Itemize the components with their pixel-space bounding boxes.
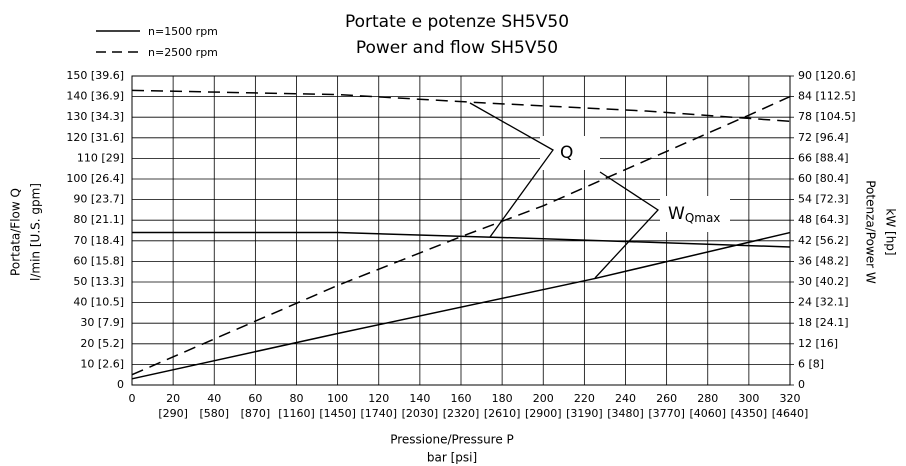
leader-line: [594, 171, 659, 279]
x2-tick-label: [1450]: [319, 407, 356, 420]
y-tick-label: 110 [29]: [77, 151, 124, 164]
chart-subtitle: Power and flow SH5V50: [356, 38, 558, 58]
y2-tick-label: 60 [80.4]: [798, 172, 849, 185]
y2-tick-label: 36 [48.2]: [798, 254, 849, 267]
y2-tick-label: 90 [120.6]: [798, 69, 856, 82]
series-line: [131, 231, 791, 380]
label-box: [540, 136, 600, 170]
annotation: WQmax: [668, 204, 720, 225]
annotations: Q WQmax: [469, 102, 730, 279]
y2-axis-label: Potenza/Power W: [864, 180, 878, 284]
x-axis-label: Pressione/Pressure P: [390, 433, 514, 447]
y-tick-label: 10 [2.6]: [80, 357, 124, 370]
series-line: [131, 89, 791, 123]
x2-tick-label: [1160]: [278, 407, 315, 420]
x2-tick-label: [2610]: [484, 407, 521, 420]
x2-tick-label: [1740]: [360, 407, 397, 420]
y-axis-label: l/min [U.S. gpm]: [29, 183, 43, 281]
chart-title: Portate e potenze SH5V50: [345, 12, 569, 32]
x2-tick-label: [4350]: [731, 407, 768, 420]
x-tick-label: 300: [738, 392, 759, 405]
plot-frame: [131, 75, 791, 386]
x-tick-label: 40: [207, 392, 221, 405]
y-tick-label: 50 [13.3]: [73, 275, 124, 288]
x-tick-label: 100: [327, 392, 348, 405]
x2-tick-label: [2030]: [402, 407, 439, 420]
x2-tick-label: [870]: [241, 407, 271, 420]
x-axis-label: bar [psi]: [427, 451, 477, 465]
y-tick-label: 40 [10.5]: [73, 296, 124, 309]
x-tick-label: 180: [492, 392, 513, 405]
x-tick-label: 80: [290, 392, 304, 405]
x-tick-label: 220: [574, 392, 595, 405]
y2-tick-label: 0: [798, 378, 805, 391]
x-tick-label: 60: [248, 392, 262, 405]
x-tick-label: 160: [451, 392, 472, 405]
plot: 0 10 [2.6] 20 [5.2] 30 [7.9] 40 [10.5] 50 [13…: [66, 69, 855, 420]
y2-tick-label: 12 [16]: [798, 337, 838, 350]
x2-tick-label: [580]: [199, 407, 229, 420]
legend-label: n=1500 rpm: [148, 25, 218, 38]
x2-tick-label: [290]: [158, 407, 188, 420]
leader-line: [469, 102, 554, 238]
x-tick-label: 140: [409, 392, 430, 405]
y-tick-label: 30 [7.9]: [80, 316, 124, 329]
x2-tick-label: [4060]: [689, 407, 726, 420]
x2-tick-label: [2900]: [525, 407, 562, 420]
y-tick-label: 120 [31.6]: [66, 131, 124, 144]
label-box: [660, 196, 730, 232]
y2-tick-label: 78 [104.5]: [798, 110, 856, 123]
x2-tick-label: [2320]: [443, 407, 480, 420]
y-axis-label: Portata/Flow Q: [9, 188, 23, 276]
x-tick-label: 320: [780, 392, 801, 405]
y-tick-label: 20 [5.2]: [80, 337, 124, 350]
series-line: [131, 95, 791, 376]
y2-tick-label: 54 [72.3]: [798, 193, 849, 206]
y2-tick-label: 42 [56.2]: [798, 234, 849, 247]
x2-tick-label: [4640]: [772, 407, 809, 420]
y-tick-label: 100 [26.4]: [66, 172, 124, 185]
x-tick-label: 120: [368, 392, 389, 405]
y-tick-label: 130 [34.3]: [66, 110, 124, 123]
y2-tick-label: 72 [96.4]: [798, 131, 849, 144]
y2-tick-label: 6 [8]: [798, 357, 824, 370]
x-tick-label: 200: [533, 392, 554, 405]
annotation: Q: [560, 143, 573, 163]
y2-tick-label: 30 [40.2]: [798, 275, 849, 288]
x2-tick-label: [3480]: [607, 407, 644, 420]
x2-tick-label: [3770]: [648, 407, 685, 420]
y-tick-label: 90 [23.7]: [73, 193, 124, 206]
annotation-main: W: [668, 204, 685, 224]
y-tick-label: 140 [36.9]: [66, 90, 124, 103]
y-tick-label: 70 [18.4]: [73, 234, 124, 247]
x-tick-label: 280: [697, 392, 718, 405]
x-tick-label: 240: [615, 392, 636, 405]
y2-tick-label: 24 [32.1]: [798, 296, 849, 309]
y2-tick-label: 18 [24.1]: [798, 316, 849, 329]
legend-label: n=2500 rpm: [148, 46, 218, 59]
annotation-sub: Qmax: [685, 211, 721, 225]
x-tick-label: 0: [129, 392, 136, 405]
y2-tick-label: 48 [64.3]: [798, 213, 849, 226]
y-tick-label: 80 [21.1]: [73, 213, 124, 226]
y2-tick-label: 84 [112.5]: [798, 90, 856, 103]
series-line: [132, 231, 791, 248]
x-tick-label: 260: [656, 392, 677, 405]
x2-tick-label: [3190]: [566, 407, 603, 420]
y-tick-label: 150 [39.6]: [66, 69, 124, 82]
x-tick-label: 20: [166, 392, 180, 405]
y2-tick-label: 66 [88.4]: [798, 151, 849, 164]
y2-axis-label: kW [hp]: [884, 208, 898, 255]
y-tick-label: 60 [15.8]: [73, 254, 124, 267]
y-tick-label: 0: [117, 378, 124, 391]
